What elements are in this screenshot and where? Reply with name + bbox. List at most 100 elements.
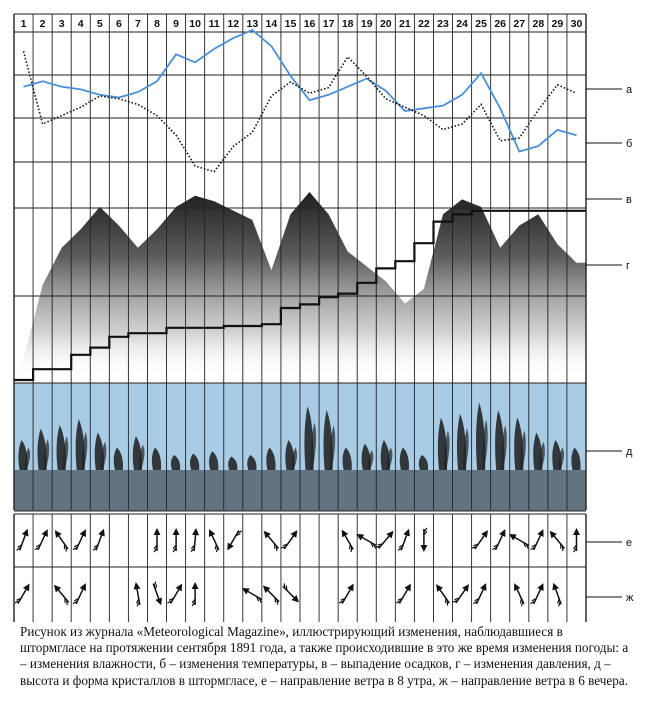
crystal-growth: [552, 440, 564, 470]
wind-arrow-head: [98, 528, 105, 537]
day-label: 1: [21, 18, 27, 30]
crystal-growth: [209, 451, 219, 470]
crystal-growth: [323, 410, 336, 470]
crystal-shape: [100, 441, 107, 470]
row-label: е: [626, 537, 632, 549]
wind-arrow-feather: [471, 543, 479, 549]
wind-arrow-feather: [452, 597, 460, 603]
wind-arrow-8am: [397, 528, 410, 551]
labels-layer: 1 2 3 4 5 6 7 8 9 10 11 12 13 14 15 16 17 18 19 20 21 22 23 24 2…: [21, 18, 634, 604]
wind-arrow-6pm: [53, 584, 70, 606]
crystal-growth: [247, 455, 257, 470]
crystal-shape: [444, 430, 450, 470]
crystal-growth: [285, 440, 298, 470]
crystal-growth: [514, 417, 526, 470]
day-label: 13: [246, 18, 258, 30]
wind-arrow-shaft: [400, 533, 408, 551]
wind-arrow-feather: [473, 598, 480, 605]
day-label: 2: [40, 18, 46, 30]
wind-arrow-feather: [72, 544, 79, 551]
day-label: 8: [154, 18, 160, 30]
wind-arrow-8am: [375, 530, 394, 549]
wind-arrow-8am: [471, 530, 488, 550]
series-layer: [14, 28, 586, 382]
wind-arrow-head: [192, 528, 200, 536]
crystal-shape: [24, 447, 31, 470]
wind-arrow-feather: [370, 542, 377, 549]
day-label: 23: [437, 18, 449, 30]
wind-arrow-6pm: [152, 581, 162, 606]
wind-arrow-8am: [72, 529, 86, 551]
wind-arrow-8am: [34, 529, 48, 551]
day-label: 6: [116, 18, 122, 30]
wind-arrow-6pm: [514, 583, 525, 607]
wind-arrow-6pm: [14, 583, 30, 604]
wind-arrow-feather: [34, 544, 41, 551]
wind-arrow-6pm: [191, 582, 199, 607]
wind-arrow-head: [172, 528, 180, 535]
wind-arrow-head: [356, 534, 365, 541]
day-label: 26: [494, 18, 506, 30]
crystal-shape: [342, 447, 352, 470]
wind-arrow-shaft: [152, 583, 161, 601]
wind-arrow-feather: [274, 543, 278, 552]
crystal-growth: [571, 447, 581, 470]
wind-arrow-6pm: [167, 583, 183, 604]
series-humidity-line: [23, 28, 577, 153]
wind-arrow-6pm: [338, 583, 354, 604]
wind-arrow-feather: [283, 583, 288, 591]
wind-arrow-head: [227, 542, 234, 551]
wind-arrow-feather: [92, 544, 99, 551]
wind-arrow-shaft: [193, 532, 197, 552]
row-label: г: [626, 260, 630, 272]
crystal-growth: [266, 447, 276, 470]
crystal-shape: [501, 425, 507, 470]
crystal-growth: [151, 447, 162, 470]
wind-arrow-head: [133, 582, 141, 590]
wind-arrow-head: [41, 529, 48, 537]
wind-arrow-feather: [63, 544, 67, 552]
row-label: в: [626, 194, 632, 206]
series-temperature-line: [22, 50, 577, 173]
wind-arrow-head: [420, 545, 428, 552]
wind-arrow-8am: [227, 530, 243, 551]
wind-arrow-head: [549, 530, 557, 539]
wind-arrow-feather: [256, 596, 262, 603]
crystal-growth: [437, 417, 450, 470]
wind-arrow-head: [347, 583, 354, 592]
wind-arrow-feather: [191, 598, 196, 607]
crystal-shape: [482, 419, 488, 470]
wind-arrow-head: [573, 528, 580, 535]
day-label: 30: [571, 18, 583, 30]
wind-arrow-head: [54, 530, 62, 538]
crystal-growth: [380, 440, 393, 470]
crystal-growth: [495, 410, 507, 470]
wind-arrow-head: [537, 583, 544, 591]
wind-arrow-feather: [172, 544, 177, 553]
crystal-shape: [571, 447, 581, 470]
wind-arrow-head: [403, 528, 410, 537]
wind-arrow-head: [341, 529, 349, 538]
crystal-shape: [190, 453, 200, 470]
wind-arrow-6pm: [396, 583, 411, 604]
crystal-shape: [209, 451, 219, 470]
crystal-shape: [367, 450, 374, 470]
wind-arrow-feather: [530, 544, 537, 551]
crystal-growth: [342, 447, 352, 470]
crystal-shape: [386, 447, 393, 470]
wind-arrow-feather: [214, 544, 219, 553]
wind-arrow-6pm: [452, 584, 469, 604]
crystals-layer: [18, 402, 581, 470]
wind-arrow-8am: [172, 528, 180, 553]
row-label: б: [626, 138, 632, 150]
row-label: д: [626, 446, 633, 458]
wind-arrow-feather: [519, 598, 524, 607]
wind-arrow-feather: [423, 527, 428, 536]
wind-arrow-6pm: [241, 588, 263, 603]
wind-arrow-8am: [92, 528, 105, 551]
wind-arrow-8am: [153, 528, 161, 553]
crystal-growth: [37, 428, 50, 470]
wind-arrow-head: [404, 583, 411, 592]
wind-arrow-feather: [135, 598, 140, 607]
crystal-shape: [138, 444, 145, 470]
